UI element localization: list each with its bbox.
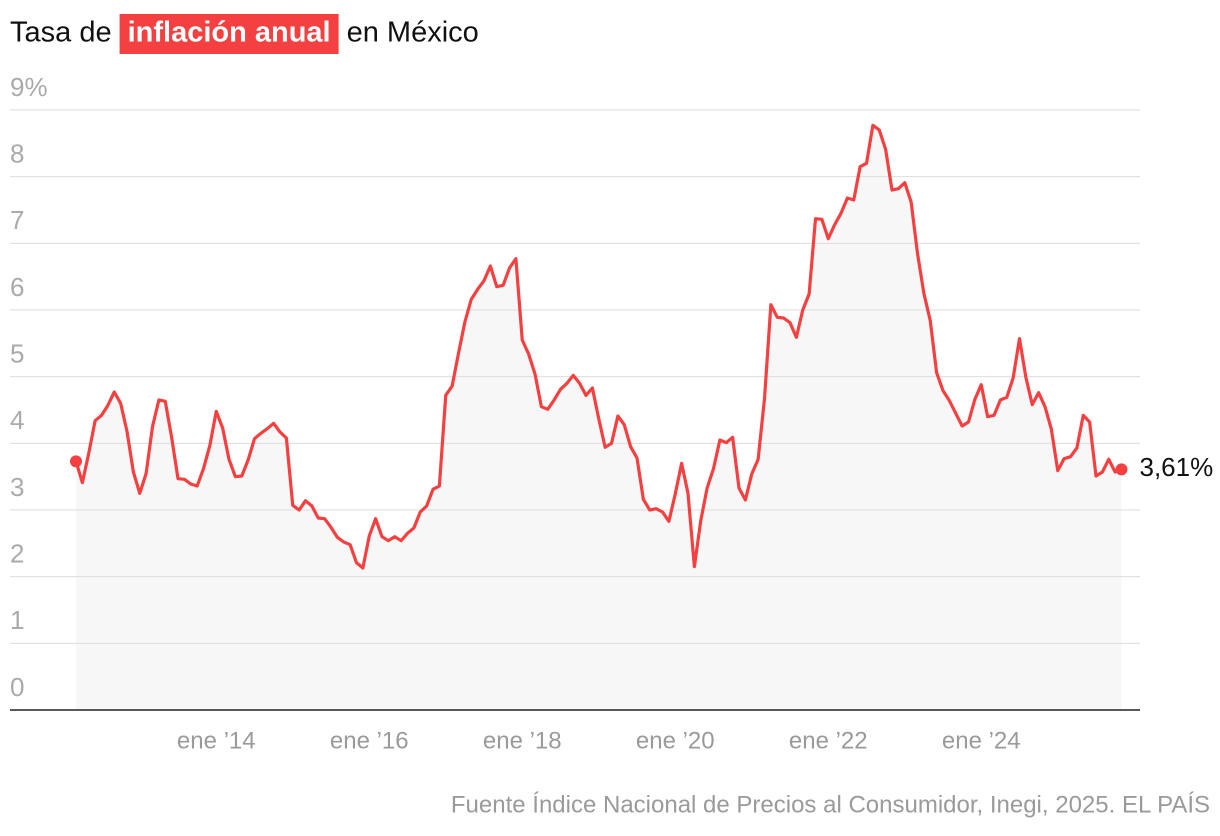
y-tick-label: 7 — [10, 205, 24, 235]
y-tick-label: 6 — [10, 272, 24, 302]
y-tick-label: 5 — [10, 339, 24, 369]
title-text: en México — [347, 17, 479, 49]
y-tick-label: 0 — [10, 672, 24, 702]
y-tick-label: 8 — [10, 139, 24, 169]
end-point — [70, 455, 82, 468]
x-tick-label: ene ’16 — [330, 727, 409, 754]
line — [74, 123, 1123, 570]
title: Tasa de inflación anual en México — [10, 14, 479, 54]
x-tick-label: ene ’20 — [636, 727, 715, 754]
end-point — [1115, 463, 1128, 476]
y-tick-label: 3 — [10, 472, 24, 502]
x-tick-label: ene ’14 — [177, 727, 256, 754]
title-text: Tasa de — [10, 17, 112, 49]
x-tick-label: ene ’22 — [789, 727, 868, 754]
y-tick-label: 9% — [10, 72, 48, 102]
x-tick-label: ene ’18 — [483, 727, 562, 754]
source: Fuente Índice Nacional de Precios al Con… — [451, 791, 1210, 818]
title-highlight: inflación anual — [128, 17, 331, 49]
title-highlight-bg — [119, 14, 339, 54]
end-label: 3,61% — [1140, 452, 1214, 482]
area — [76, 125, 1122, 710]
x-tick-label: ene ’24 — [942, 727, 1021, 754]
y-tick-label: 4 — [10, 405, 24, 435]
y-tick-label: 1 — [10, 605, 24, 635]
y-tick-label: 2 — [10, 539, 24, 569]
